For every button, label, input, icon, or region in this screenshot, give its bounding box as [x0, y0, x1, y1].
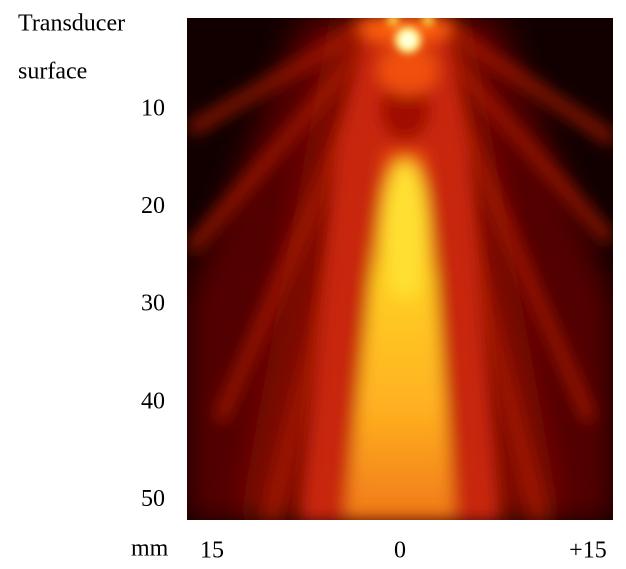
y-tick-label: 20: [141, 193, 165, 219]
y-axis-label: Transducer: [18, 11, 125, 37]
y-tick-label: 10: [141, 95, 165, 121]
heatmap-image: [187, 14, 613, 520]
x-tick-label: +15: [569, 538, 607, 564]
y-tick-label: 50: [141, 486, 165, 512]
x-tick-label: 15: [200, 538, 224, 564]
y-tick-label: 30: [141, 291, 165, 317]
y-tick-label: 40: [141, 388, 165, 414]
y-axis-label: surface: [18, 59, 87, 85]
x-axis-label: mm: [131, 536, 169, 562]
page: Transducer surface mm 1020304050150+15 (…: [0, 0, 626, 569]
chart: Transducer surface mm 10 20 30 40 50 15 0 +15: [0, 0, 626, 569]
x-tick-label: 0: [394, 538, 406, 564]
